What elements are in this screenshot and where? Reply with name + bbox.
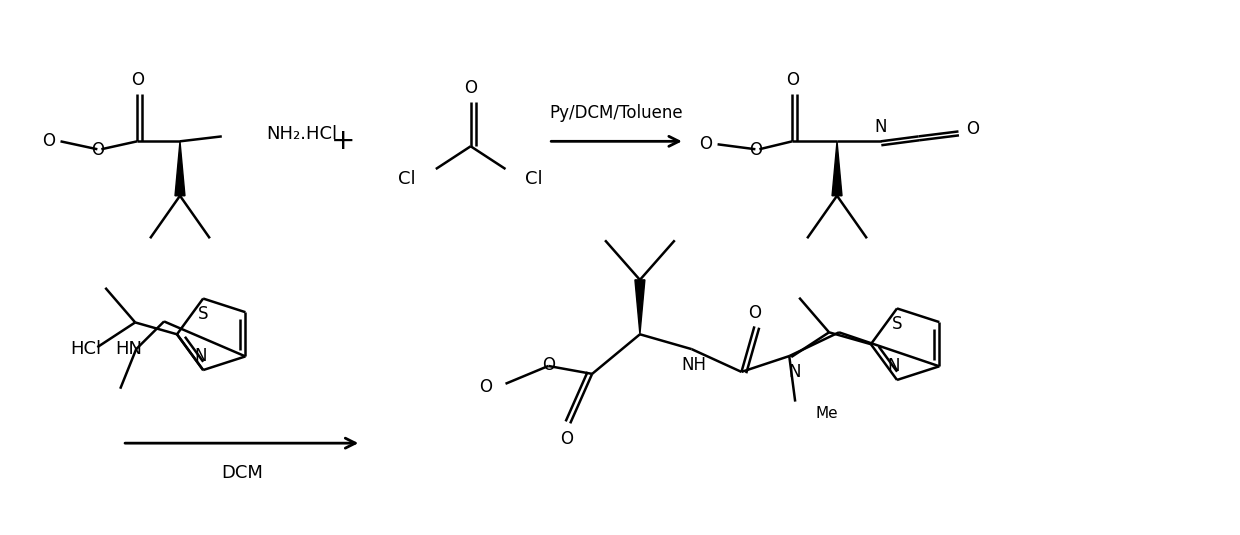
Text: O: O xyxy=(699,135,712,154)
Text: O: O xyxy=(479,378,492,396)
Polygon shape xyxy=(175,141,185,196)
Text: Me: Me xyxy=(815,406,838,421)
Text: N: N xyxy=(874,118,887,136)
Text: +: + xyxy=(331,127,356,155)
Text: S: S xyxy=(892,315,903,333)
Text: O: O xyxy=(966,120,978,139)
Text: N: N xyxy=(787,363,801,381)
Text: O: O xyxy=(91,141,104,159)
Text: N: N xyxy=(193,347,206,365)
Polygon shape xyxy=(635,280,645,334)
Text: S: S xyxy=(198,305,208,323)
Text: N: N xyxy=(888,357,900,375)
Text: HCl: HCl xyxy=(71,340,102,358)
Text: DCM: DCM xyxy=(221,464,263,482)
Text: Cl: Cl xyxy=(526,170,543,188)
Text: O: O xyxy=(559,430,573,448)
Text: HN: HN xyxy=(115,340,143,358)
Text: O: O xyxy=(786,71,799,89)
Text: O: O xyxy=(542,356,554,374)
Text: O: O xyxy=(42,132,55,150)
Text: NH₂.HCl: NH₂.HCl xyxy=(267,125,337,143)
Text: O: O xyxy=(464,79,477,97)
Text: O: O xyxy=(749,141,761,159)
Text: O: O xyxy=(748,303,761,322)
Text: Py/DCM/Toluene: Py/DCM/Toluene xyxy=(549,104,683,121)
Polygon shape xyxy=(832,141,842,196)
Text: O: O xyxy=(130,71,144,89)
Text: NH: NH xyxy=(681,356,706,374)
Text: Cl: Cl xyxy=(398,170,415,188)
